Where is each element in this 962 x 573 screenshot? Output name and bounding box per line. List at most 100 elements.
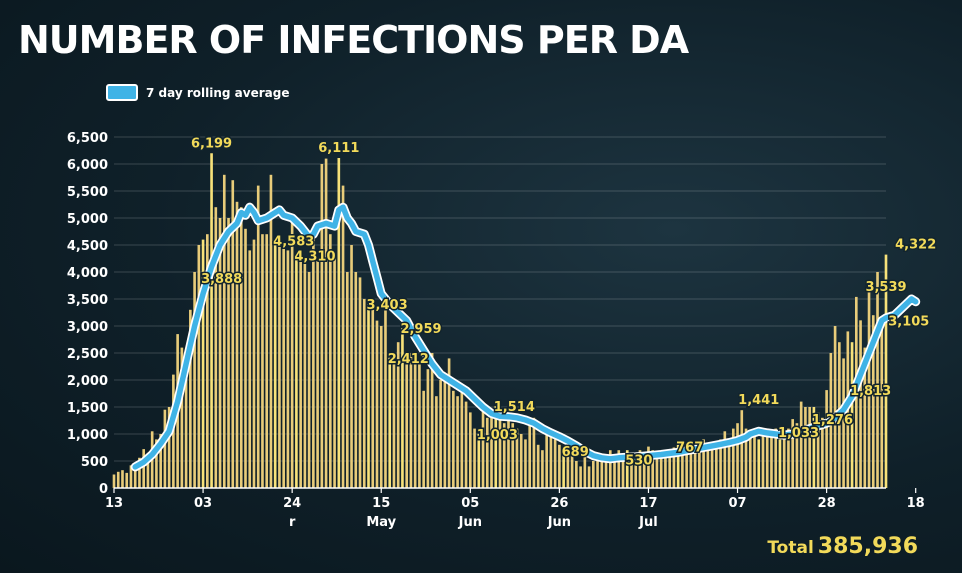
daily-bar bbox=[439, 380, 442, 488]
daily-bar bbox=[477, 433, 481, 488]
daily-bar bbox=[859, 320, 862, 488]
data-label: 4,322 bbox=[895, 238, 936, 253]
daily-bar bbox=[519, 434, 523, 488]
daily-bar bbox=[536, 444, 540, 488]
daily-bar bbox=[753, 434, 756, 488]
daily-bar bbox=[719, 439, 722, 488]
daily-bar bbox=[498, 417, 502, 488]
daily-bar bbox=[206, 234, 209, 488]
daily-bar bbox=[324, 158, 328, 488]
daily-bar bbox=[850, 342, 854, 488]
daily-bar bbox=[295, 255, 298, 488]
daily-bar bbox=[248, 250, 252, 488]
x-tick-label: 03 bbox=[194, 496, 212, 511]
daily-bar bbox=[116, 471, 120, 488]
daily-bar bbox=[273, 240, 277, 488]
data-label: 1,003 bbox=[477, 428, 518, 443]
daily-bar bbox=[617, 450, 621, 488]
daily-bar bbox=[146, 453, 150, 488]
daily-bar bbox=[791, 419, 794, 488]
daily-bar bbox=[787, 428, 790, 488]
daily-bar bbox=[367, 304, 370, 488]
x-month-label: Jun bbox=[458, 515, 482, 530]
daily-bar bbox=[409, 353, 413, 488]
data-label: 4,583 bbox=[273, 235, 314, 250]
daily-bar bbox=[757, 439, 761, 488]
daily-bar bbox=[583, 455, 587, 488]
daily-bar bbox=[337, 158, 341, 489]
daily-bar bbox=[638, 450, 642, 488]
daily-bar bbox=[392, 353, 396, 488]
daily-bar bbox=[541, 450, 544, 488]
daily-bar bbox=[804, 407, 807, 488]
y-tick-label: 4,000 bbox=[67, 266, 108, 281]
daily-bar bbox=[329, 234, 332, 488]
y-tick-label: 500 bbox=[81, 455, 108, 470]
page-title: NUMBER OF INFECTIONS PER DA bbox=[18, 18, 689, 62]
x-month-label: Jul bbox=[638, 515, 658, 530]
daily-bar bbox=[452, 390, 455, 488]
daily-bar bbox=[651, 450, 655, 488]
daily-bar bbox=[401, 328, 404, 488]
x-tick-label: 05 bbox=[461, 496, 479, 511]
daily-bar bbox=[129, 465, 133, 488]
daily-bar bbox=[210, 153, 213, 488]
daily-bar bbox=[426, 369, 430, 488]
daily-bar bbox=[524, 439, 527, 488]
data-label: 1,033 bbox=[778, 426, 819, 441]
daily-bar bbox=[596, 455, 599, 488]
daily-bar bbox=[269, 174, 273, 489]
x-tick-label: 13 bbox=[105, 496, 123, 511]
daily-bar bbox=[553, 439, 557, 488]
y-tick-label: 3,500 bbox=[67, 293, 108, 308]
daily-bar bbox=[511, 423, 515, 488]
daily-bar bbox=[710, 444, 714, 488]
data-label: 1,813 bbox=[850, 384, 891, 399]
y-tick-label: 5,000 bbox=[67, 212, 108, 227]
x-tick-label: 07 bbox=[728, 496, 746, 511]
daily-bar bbox=[485, 417, 489, 488]
daily-bar bbox=[507, 417, 510, 488]
daily-bar bbox=[413, 358, 417, 488]
daily-bar bbox=[354, 272, 358, 488]
daily-bar bbox=[112, 474, 116, 488]
daily-bar bbox=[464, 401, 468, 488]
daily-bar bbox=[570, 455, 574, 488]
data-label: 2,959 bbox=[400, 322, 441, 337]
data-label: 6,111 bbox=[318, 141, 359, 156]
daily-bar bbox=[214, 207, 218, 488]
daily-bar bbox=[473, 428, 476, 488]
daily-bar bbox=[375, 320, 379, 488]
daily-bar bbox=[388, 357, 392, 488]
daily-bar bbox=[193, 272, 196, 488]
daily-bar bbox=[608, 450, 612, 488]
daily-bar bbox=[731, 428, 735, 488]
daily-bar bbox=[575, 461, 578, 488]
daily-bar bbox=[121, 470, 124, 488]
daily-bar bbox=[765, 434, 769, 488]
daily-bar bbox=[299, 261, 302, 488]
y-tick-label: 5,500 bbox=[67, 185, 108, 200]
daily-bar bbox=[167, 407, 171, 488]
daily-bar bbox=[672, 447, 676, 488]
daily-bar bbox=[244, 228, 247, 489]
daily-bar bbox=[418, 363, 421, 488]
daily-bar bbox=[142, 449, 146, 488]
daily-bar bbox=[163, 409, 167, 488]
daily-bar bbox=[706, 444, 710, 488]
daily-bar bbox=[604, 459, 608, 488]
total-label: Total bbox=[767, 538, 814, 558]
daily-bar bbox=[197, 245, 201, 488]
daily-bar bbox=[286, 250, 290, 488]
daily-bar bbox=[880, 320, 884, 488]
daily-bar bbox=[227, 218, 230, 488]
daily-bar bbox=[634, 461, 638, 488]
daily-bar bbox=[256, 185, 260, 488]
x-tick-label: 28 bbox=[818, 496, 836, 511]
daily-bar bbox=[812, 407, 816, 488]
daily-bar bbox=[761, 432, 765, 488]
daily-bar bbox=[799, 401, 803, 488]
x-month-label: r bbox=[289, 515, 296, 530]
daily-bar bbox=[341, 185, 345, 488]
daily-bar bbox=[625, 450, 629, 488]
